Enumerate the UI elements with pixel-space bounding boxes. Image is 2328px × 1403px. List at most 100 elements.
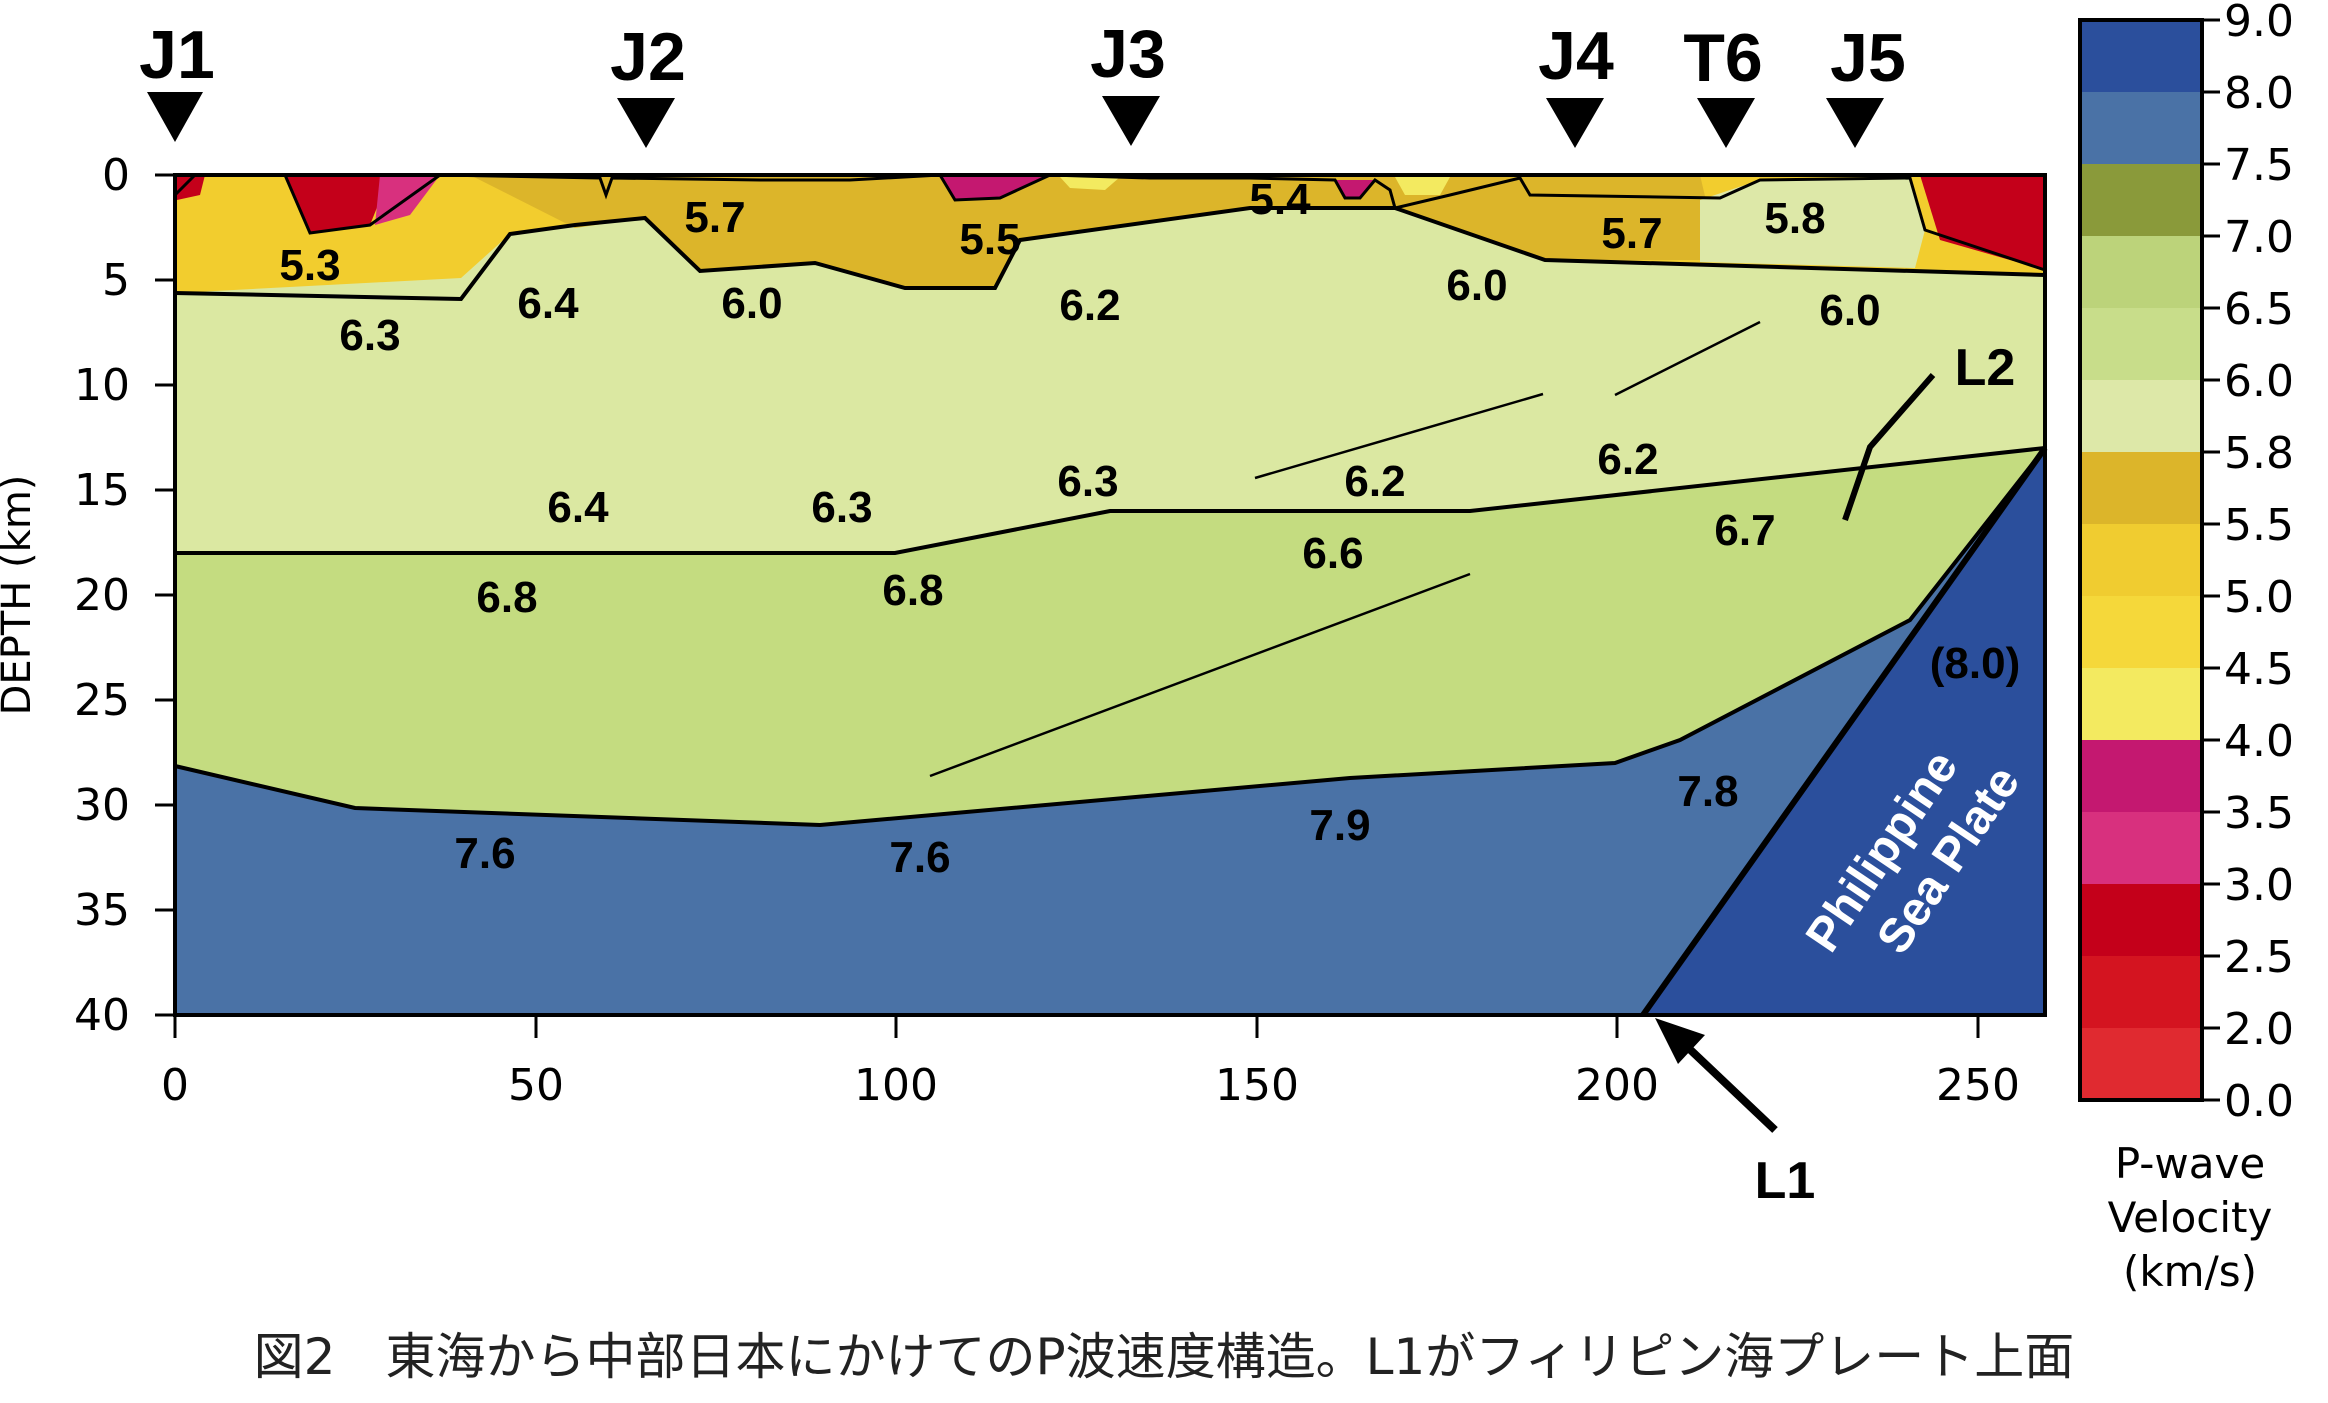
boundary-plate-top-l1: [1640, 446, 2048, 1017]
axis-ticks: [155, 173, 1980, 1038]
station-marker-icon: [617, 98, 675, 148]
colorbar-tick-label: 2.0: [2224, 1004, 2294, 1055]
colorbar-swatch: [2080, 1028, 2202, 1101]
station-markers: J1 J2 J3 J4 T6 J5: [139, 16, 1906, 148]
station-label: J5: [1830, 20, 1906, 96]
colorbar-frame: [2078, 18, 2204, 1102]
patch-magenta-mid: [940, 175, 1050, 200]
layer-sediments-gold: [470, 175, 1720, 288]
boundary-moho: [174, 446, 2047, 828]
layer-pale-j5: [1700, 178, 1925, 268]
colorbar-tick-label: 6.0: [2224, 356, 2294, 407]
colorbar-tick-label: 7.5: [2224, 140, 2294, 191]
colorbar-swatch: [2080, 956, 2202, 1029]
colorbar-swatch: [2080, 596, 2202, 669]
station-marker-icon: [147, 92, 203, 142]
velocity-label: 6.4: [517, 279, 579, 328]
velocity-label: 6.2: [1597, 435, 1658, 484]
velocity-label: 6.2: [1344, 457, 1405, 506]
velocity-label: 7.6: [889, 833, 950, 882]
station-label: J2: [610, 19, 686, 95]
patch-yellow-j3: [1060, 177, 1120, 190]
colorbar-title-line1: P-wave: [2115, 1139, 2265, 1188]
colorbar-swatch: [2080, 740, 2202, 813]
y-tick-label: 25: [74, 675, 130, 726]
x-axis-tick-labels: 0 50 100 150 200 250: [161, 1060, 2020, 1111]
colorbar-tick-label: 7.0: [2224, 212, 2294, 263]
velocity-label: 5.5: [959, 215, 1020, 264]
velocity-label: 6.0: [1446, 261, 1507, 310]
colorbar-tick-label: 8.0: [2224, 68, 2294, 119]
reflector-line-2: [1614, 320, 1761, 397]
y-tick-label: 20: [74, 570, 130, 621]
y-tick-label: 15: [74, 465, 130, 516]
colorbar-tick-label: 3.0: [2224, 860, 2294, 911]
velocity-label: 6.2: [1059, 281, 1120, 330]
colorbar: 9.0 8.0 7.5 7.0 6.5 6.0 5.8 5.5 5.0 4.5 4.0 3.5 3.0 2…: [2078, 0, 2294, 1296]
colorbar-tick-label: 5.8: [2224, 428, 2294, 479]
colorbar-swatch: [2080, 236, 2202, 309]
patch-magenta-small: [1335, 180, 1375, 198]
station-j5: J5: [1826, 20, 1906, 148]
l1-arrow: [1655, 1018, 1778, 1133]
velocity-label: 7.8: [1677, 767, 1738, 816]
colorbar-tick-label: 0.0: [2224, 1076, 2294, 1127]
velocity-label: 6.8: [476, 573, 537, 622]
boundary-mid-crust: [175, 446, 2046, 555]
patch-red-left: [285, 175, 390, 233]
station-t6: T6: [1683, 20, 1763, 148]
velocity-label: 6.7: [1714, 506, 1775, 555]
x-tick-label: 150: [1215, 1060, 1299, 1111]
colorbar-tick-label: 2.5: [2224, 932, 2294, 983]
velocity-label: 6.0: [1819, 286, 1880, 335]
velocity-label: 5.3: [279, 241, 340, 290]
colorbar-swatch: [2080, 884, 2202, 957]
velocity-label: 7.6: [454, 829, 515, 878]
y-tick-label: 0: [102, 150, 130, 201]
velocity-value-labels: 5.3 5.7 5.5 5.4 5.7 5.8 6.3 6.4 6.0 6.2 …: [279, 175, 2020, 882]
y-axis-title: DEPTH (km): [0, 475, 40, 716]
figure-caption: 図2 東海から中部日本にかけてのP波速度構造。L1がフィリピン海プレート上面: [253, 1328, 2075, 1386]
velocity-label: 6.8: [882, 566, 943, 615]
colorbar-tick-label: 9.0: [2224, 0, 2294, 47]
y-tick-label: 30: [74, 780, 130, 831]
colorbar-tick-label: 5.0: [2224, 572, 2294, 623]
velocity-label: 6.3: [1057, 457, 1118, 506]
y-tick-label: 10: [74, 360, 130, 411]
velocity-label: 6.4: [547, 483, 609, 532]
velocity-label: 7.9: [1309, 801, 1370, 850]
colorbar-swatch: [2080, 92, 2202, 165]
colorbar-swatch: [2080, 380, 2202, 453]
station-marker-icon: [1697, 98, 1755, 148]
y-tick-label: 35: [74, 885, 130, 936]
velocity-label: 6.3: [811, 483, 872, 532]
y-tick-label: 40: [74, 990, 130, 1041]
colorbar-tick-label: 4.5: [2224, 644, 2294, 695]
station-label: J4: [1538, 18, 1614, 94]
colorbar-swatches: [2080, 20, 2202, 1101]
station-j3: J3: [1090, 16, 1166, 146]
station-j1: J1: [139, 17, 215, 142]
reflector-line-3: [929, 572, 1471, 778]
velocity-label: 5.4: [1249, 175, 1311, 224]
station-label: J3: [1090, 16, 1166, 92]
station-j2: J2: [610, 19, 686, 148]
colorbar-swatch: [2080, 452, 2202, 525]
colorbar-tick-label: 4.0: [2224, 716, 2294, 767]
patch-yellow-j4: [1395, 177, 1450, 195]
colorbar-ticks: 9.0 8.0 7.5 7.0 6.5 6.0 5.8 5.5 5.0 4.5 4.0 3.5 3.0 2…: [2202, 0, 2294, 1127]
x-tick-label: 200: [1575, 1060, 1659, 1111]
velocity-label: 5.8: [1764, 194, 1825, 243]
colorbar-tick-label: 3.5: [2224, 788, 2294, 839]
station-label: T6: [1683, 20, 1762, 96]
colorbar-tick-label: 5.5: [2224, 500, 2294, 551]
boundary-surface-layer: [174, 206, 2046, 302]
velocity-label: 6.0: [721, 279, 782, 328]
reflector-lines: [929, 320, 1761, 778]
colorbar-swatch: [2080, 668, 2202, 741]
colorbar-title-line3: (km/s): [2123, 1247, 2257, 1296]
velocity-label: 6.6: [1302, 529, 1363, 578]
velocity-label: 6.3: [339, 311, 400, 360]
